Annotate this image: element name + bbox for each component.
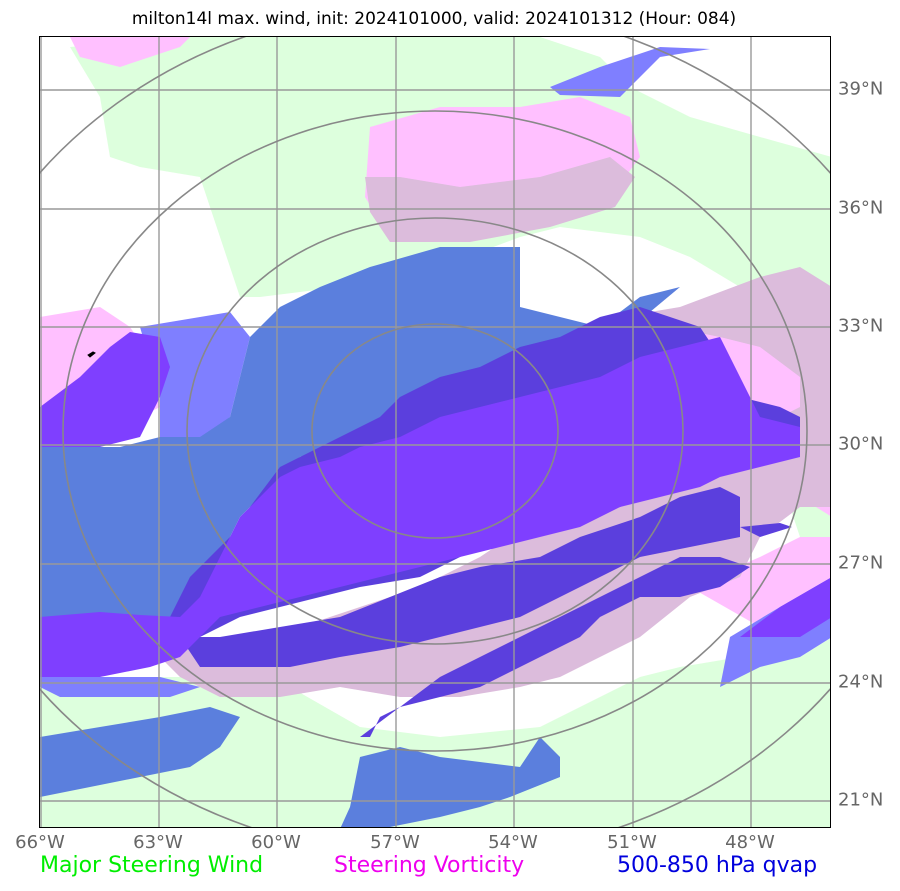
island-marker [87,351,96,358]
qvap-violet-west [40,332,170,447]
qvap-violet-band [40,337,800,677]
vorticity-area-north [70,37,190,67]
map-canvas [40,37,830,827]
lat-label-27: 27°N [838,552,884,574]
range-rings [40,37,830,827]
qvap-light-northeast [550,47,710,97]
range-ring-middle [186,217,684,645]
legend-steering-vorticity: Steering Vorticity [334,853,525,878]
qvap-dark-tail [740,523,792,537]
lat-label-21: 21°N [838,789,884,811]
map-title: milton14l max. wind, init: 2024101000, v… [131,9,737,29]
lat-label-39: 39°N [838,78,884,100]
qvap-violet-southeast [740,578,830,637]
legend-qvap: 500-850 hPa qvap [617,853,818,878]
lat-lon-grid [40,37,830,827]
lon-label-54: 54°W [488,832,538,853]
lon-label-66: 66°W [15,832,65,853]
lon-label-60: 60°W [251,832,301,853]
legend-steering-wind: Major Steering Wind [40,853,264,878]
qvap-light-west [140,312,250,437]
lat-label-30: 30°N [838,433,884,455]
lon-label-48: 48°W [725,832,775,853]
lat-label-33: 33°N [838,315,884,337]
lon-label-63: 63°W [133,832,183,853]
lat-label-24: 24°N [838,671,884,693]
qvap-violet-layer [40,332,830,677]
lon-label-57: 57°W [370,832,420,853]
overlap-center-north [365,157,635,242]
map-panel[interactable] [39,36,831,828]
lat-label-36: 36°N [838,197,884,219]
range-ring-outer [62,110,808,752]
range-ring-inner [311,323,559,539]
qvap-dark-south-band [180,487,740,667]
lon-label-51: 51°W [607,832,657,853]
qvap-mid-south-left [40,707,240,797]
qvap-dark-southeast [360,557,750,737]
